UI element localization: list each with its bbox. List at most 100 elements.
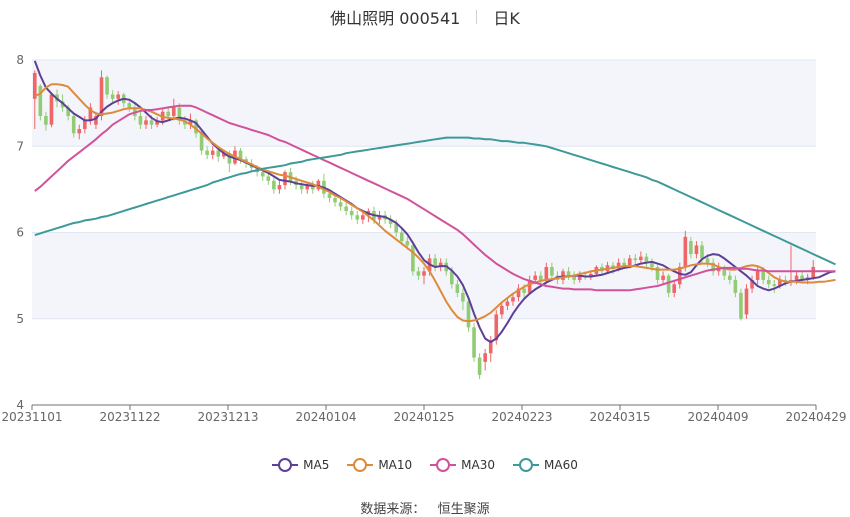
candle — [538, 271, 543, 285]
candle-body — [349, 210, 354, 216]
candle — [77, 124, 82, 140]
candle-body — [689, 241, 693, 255]
candle — [422, 267, 426, 285]
candle — [322, 173, 326, 198]
candle — [355, 210, 360, 224]
legend-label: MA10 — [378, 458, 413, 472]
candle — [177, 103, 182, 125]
candle-body — [411, 245, 415, 272]
candle — [438, 258, 443, 272]
candle — [500, 301, 504, 319]
candle-body — [700, 245, 704, 259]
x-axis: 20231101 20231122 20231213 20240104 20240125… — [1, 404, 847, 424]
series-line-ma10 — [34, 83, 836, 323]
candle — [750, 275, 754, 293]
candle-body — [500, 305, 504, 315]
candle-body — [449, 271, 454, 285]
candle — [32, 70, 37, 129]
candle-body — [633, 258, 638, 261]
candle-body — [44, 116, 48, 125]
candle-body — [650, 262, 654, 267]
chart-header: 佛山照明 000541 日K — [0, 6, 850, 28]
candle — [199, 130, 204, 155]
candle-body — [183, 120, 187, 125]
candle-body — [199, 133, 204, 151]
candle-body — [711, 262, 715, 272]
candle-body — [577, 275, 582, 280]
candle-body — [705, 258, 710, 263]
series-line-ma30 — [34, 104, 836, 292]
legend-swatch-icon — [347, 458, 374, 472]
candle — [338, 198, 343, 211]
candle-body — [338, 202, 343, 207]
candle-body — [722, 267, 727, 276]
candle-body — [88, 107, 93, 121]
candle-body — [416, 271, 421, 276]
candle-body — [677, 267, 682, 285]
candle-body — [672, 284, 677, 293]
candle-body — [222, 153, 226, 157]
legend-item-ma30[interactable]: MA30 — [430, 458, 495, 472]
candle — [461, 288, 465, 311]
candle — [505, 297, 510, 311]
candle — [266, 172, 271, 186]
candle-body — [755, 271, 760, 280]
candle-body — [166, 111, 171, 117]
candle-body — [144, 120, 148, 125]
candle-body — [138, 116, 143, 125]
candle-body — [433, 258, 437, 267]
legend-swatch-icon — [513, 458, 540, 472]
candle-body — [622, 262, 626, 266]
source-value: 恒生聚源 — [437, 502, 490, 517]
candle-body — [333, 198, 337, 203]
candle-body — [171, 107, 176, 117]
candle-body — [466, 301, 471, 328]
candle-body — [477, 357, 482, 375]
candle — [411, 241, 415, 276]
candle — [361, 210, 365, 224]
period-label[interactable]: 日K — [493, 9, 520, 28]
candle-body — [616, 262, 621, 269]
candle — [772, 279, 777, 293]
candle — [661, 271, 665, 285]
legend-item-ma60[interactable]: MA60 — [513, 458, 578, 472]
candle-body — [461, 292, 465, 302]
candle — [127, 98, 132, 112]
source-label: 数据来源： — [360, 502, 426, 517]
candle-body — [728, 275, 732, 280]
candle — [644, 253, 649, 267]
candle-body — [266, 176, 271, 181]
series-line-ma60 — [34, 136, 836, 266]
legend-item-ma5[interactable]: MA5 — [272, 458, 329, 472]
candle — [349, 206, 354, 220]
y-tick-label: 8 — [16, 53, 24, 67]
candle-body — [644, 256, 649, 263]
candle-body — [283, 172, 287, 186]
candle-body — [210, 150, 215, 155]
candle-body — [800, 275, 804, 280]
legend-item-ma10[interactable]: MA10 — [347, 458, 412, 472]
y-axis: 4 5 6 7 8 — [16, 53, 24, 412]
candle-body — [238, 150, 243, 160]
candle-body — [455, 284, 460, 293]
candle-body — [794, 275, 799, 280]
candle-body — [739, 292, 743, 319]
title-separator — [476, 10, 478, 24]
y-tick-label: 5 — [16, 312, 24, 326]
candle-body — [194, 120, 198, 134]
candle-body — [149, 120, 154, 125]
candle-body — [77, 129, 82, 134]
candle — [733, 275, 738, 298]
x-tick-label: 20231213 — [197, 410, 258, 424]
candle-body — [778, 279, 782, 286]
candle — [105, 75, 109, 99]
candle — [205, 146, 209, 160]
legend-label: MA30 — [461, 458, 496, 472]
candle-body — [655, 267, 660, 280]
candle — [116, 91, 120, 105]
candle — [171, 98, 176, 121]
candle-body — [488, 340, 493, 354]
candle-body — [310, 185, 315, 190]
candle-body — [155, 120, 159, 125]
candle-body — [327, 193, 332, 198]
